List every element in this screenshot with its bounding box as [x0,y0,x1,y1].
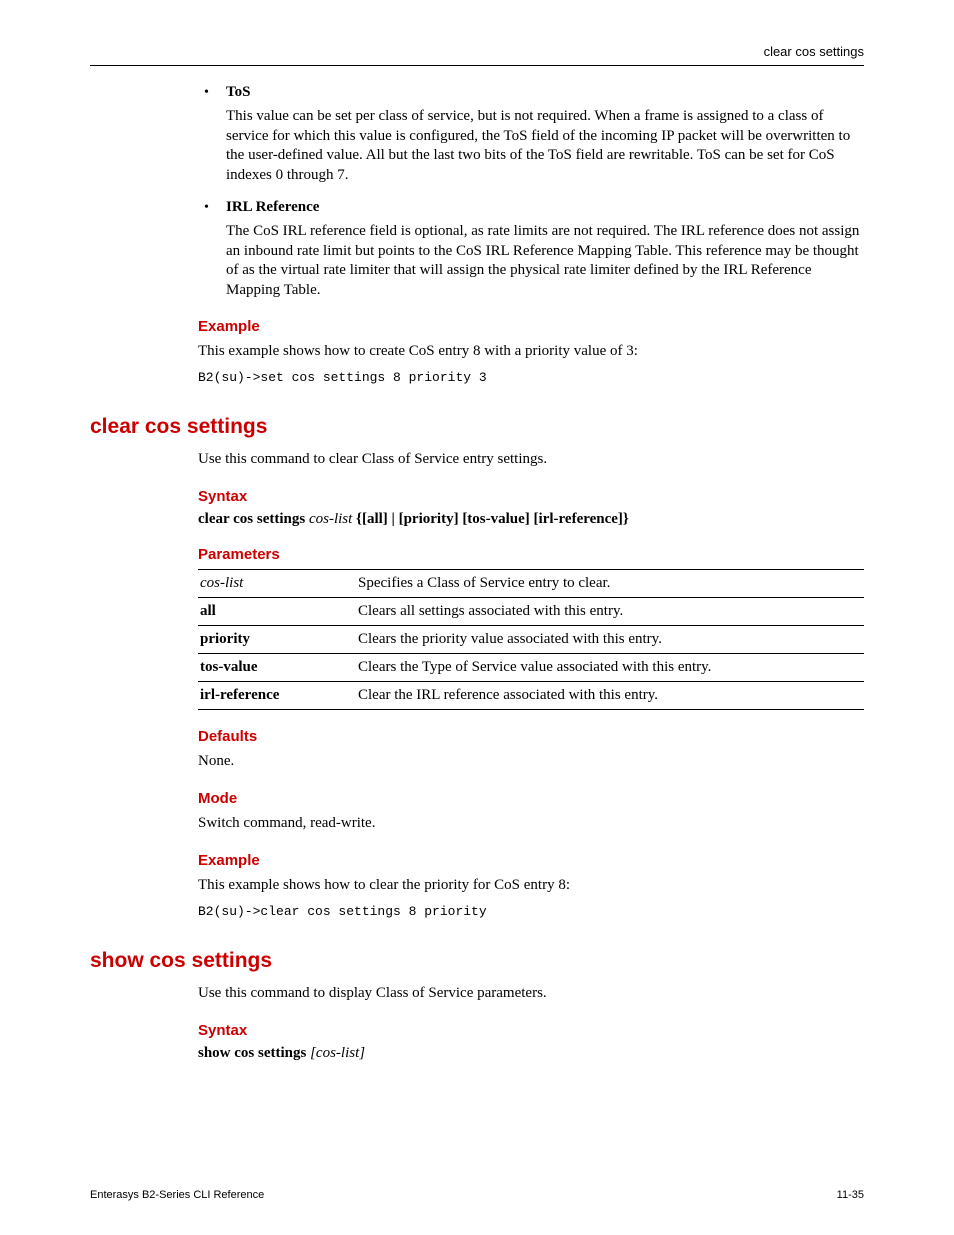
cmd-show-syntax-heading: Syntax [198,1022,864,1039]
cmd-clear-example-text: This example shows how to clear the prio… [198,875,864,896]
header-right-text: clear cos settings [764,44,864,59]
page-header: clear cos settings [90,48,864,66]
footer-right: 11-35 [837,1189,864,1201]
cmd-show-title: show cos settings [90,949,864,973]
example1-heading: Example [198,318,864,335]
bullet-marker: • [198,200,226,216]
cmd-clear-mode-heading: Mode [198,790,864,807]
cmd-show-intro: Use this command to display Class of Ser… [198,983,864,1004]
param-name: irl-reference [200,687,279,703]
bullet-label: ToS [226,84,250,101]
param-name: tos-value [200,659,258,675]
param-desc: Clear the IRL reference associated with … [358,682,864,710]
cmd-clear-mode-text: Switch command, read-write. [198,813,864,834]
page-footer: Enterasys B2-Series CLI Reference 11-35 [90,1189,864,1201]
table-row: tos-value Clears the Type of Service val… [198,654,864,682]
bullet-body: This value can be set per class of servi… [198,107,864,185]
page-content: • ToS This value can be set per class of… [90,84,864,1062]
table-row: irl-reference Clear the IRL reference as… [198,682,864,710]
table-row: priority Clears the priority value assoc… [198,626,864,654]
table-row: cos-list Specifies a Class of Service en… [198,570,864,598]
cmd-clear-defaults-text: None. [198,751,864,772]
bullet-tos: • ToS This value can be set per class of… [198,84,864,185]
footer-left: Enterasys B2-Series CLI Reference [90,1189,264,1201]
param-name: cos-list [200,575,243,591]
syntax-cmd: show cos settings [198,1045,306,1061]
syntax-arg: [cos-list] [310,1045,365,1061]
syntax-opts: {[all] | [priority] [tos-value] [irl-ref… [356,511,629,527]
param-desc: Clears the Type of Service value associa… [358,654,864,682]
cmd-clear-example-heading: Example [198,852,864,869]
cmd-clear-title: clear cos settings [90,415,864,439]
bullet-body: The CoS IRL reference field is optional,… [198,222,864,300]
cmd-clear-example-code: B2(su)->clear cos settings 8 priority [198,904,864,919]
cmd-clear-intro: Use this command to clear Class of Servi… [198,449,864,470]
param-desc: Clears the priority value associated wit… [358,626,864,654]
example1-text: This example shows how to create CoS ent… [198,341,864,362]
bullet-marker: • [198,85,226,101]
cmd-clear-syntax-heading: Syntax [198,488,864,505]
syntax-arg: cos-list [309,511,352,527]
bullet-irl: • IRL Reference The CoS IRL reference fi… [198,199,864,300]
param-desc: Clears all settings associated with this… [358,598,864,626]
param-name: priority [200,631,250,647]
param-name: all [200,603,216,619]
syntax-cmd: clear cos settings [198,511,305,527]
bullet-label: IRL Reference [226,199,319,216]
cmd-show-syntax: show cos settings [cos-list] [198,1045,864,1062]
cmd-clear-syntax: clear cos settings cos-list {[all] | [pr… [198,511,864,528]
params-table: cos-list Specifies a Class of Service en… [198,569,864,710]
cmd-clear-params-heading: Parameters [198,546,864,563]
cmd-clear-defaults-heading: Defaults [198,728,864,745]
example1-code: B2(su)->set cos settings 8 priority 3 [198,370,864,385]
table-row: all Clears all settings associated with … [198,598,864,626]
param-desc: Specifies a Class of Service entry to cl… [358,570,864,598]
